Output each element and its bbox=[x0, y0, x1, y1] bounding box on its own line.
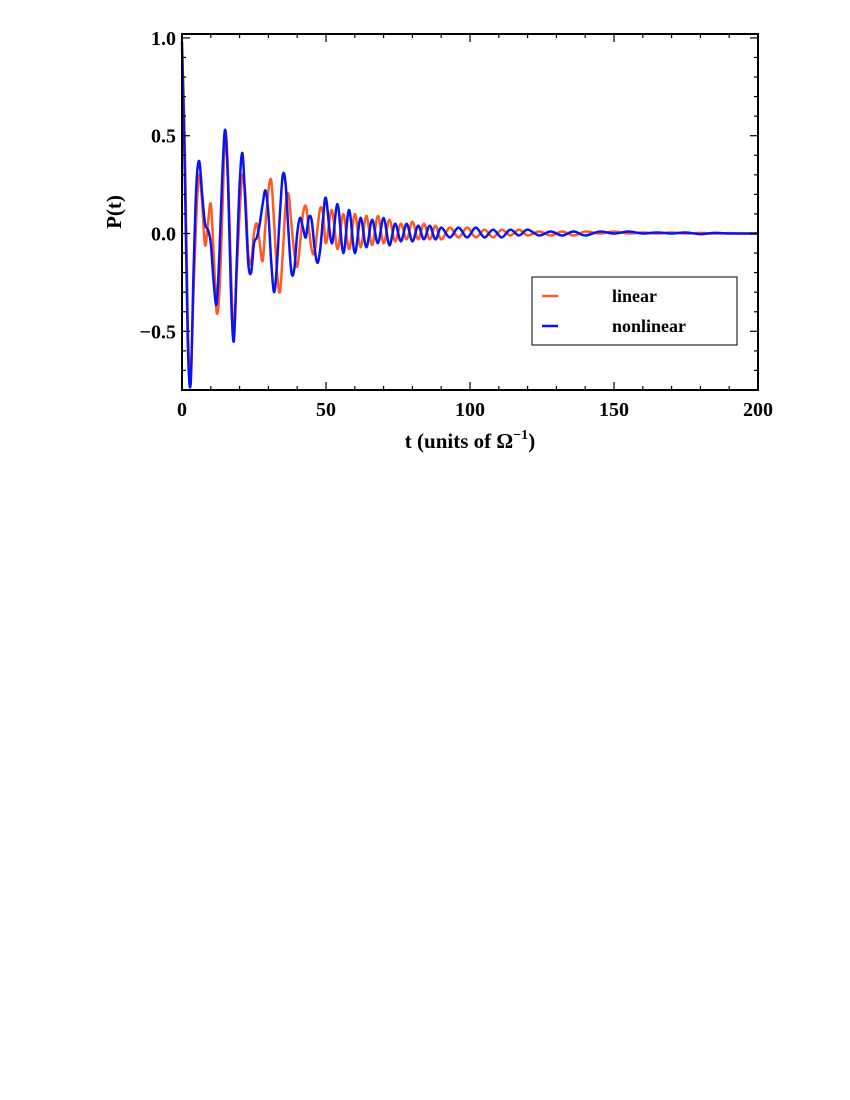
series-line-nonlinear bbox=[180, 41, 758, 389]
x-axis-label: t (units of Ω−1) bbox=[405, 428, 535, 453]
y-tick-label: 0.0 bbox=[151, 224, 176, 246]
tick-labels: 0 50 100 150 200 −0.5 0.0 0.5 1.0 bbox=[140, 28, 773, 421]
x-tick-label: 100 bbox=[455, 399, 485, 421]
legend-label-nonlinear: nonlinear bbox=[612, 316, 686, 336]
legend-label-linear: linear bbox=[612, 286, 657, 306]
legend-box bbox=[531, 276, 738, 346]
x-axis-label-close: ) bbox=[528, 429, 535, 453]
x-tick-label: 200 bbox=[743, 399, 773, 421]
x-axis-label-main: t (units of Ω bbox=[405, 429, 513, 453]
y-tick-label: −0.5 bbox=[140, 321, 176, 343]
y-tick-label: 1.0 bbox=[151, 28, 176, 50]
x-axis-label-superscript: −1 bbox=[513, 428, 528, 443]
y-axis-label: P(t) bbox=[102, 195, 126, 229]
legend: linear nonlinear bbox=[531, 276, 738, 346]
tick-marks bbox=[181, 34, 759, 391]
plot-area: 0 50 100 150 200 −0.5 0.0 0.5 1.0 bbox=[140, 28, 773, 421]
x-tick-label: 0 bbox=[177, 399, 187, 421]
x-tick-label: 150 bbox=[599, 399, 629, 421]
y-tick-label: 0.5 bbox=[151, 126, 176, 148]
series-layer bbox=[180, 41, 759, 389]
x-tick-label: 50 bbox=[316, 399, 336, 421]
